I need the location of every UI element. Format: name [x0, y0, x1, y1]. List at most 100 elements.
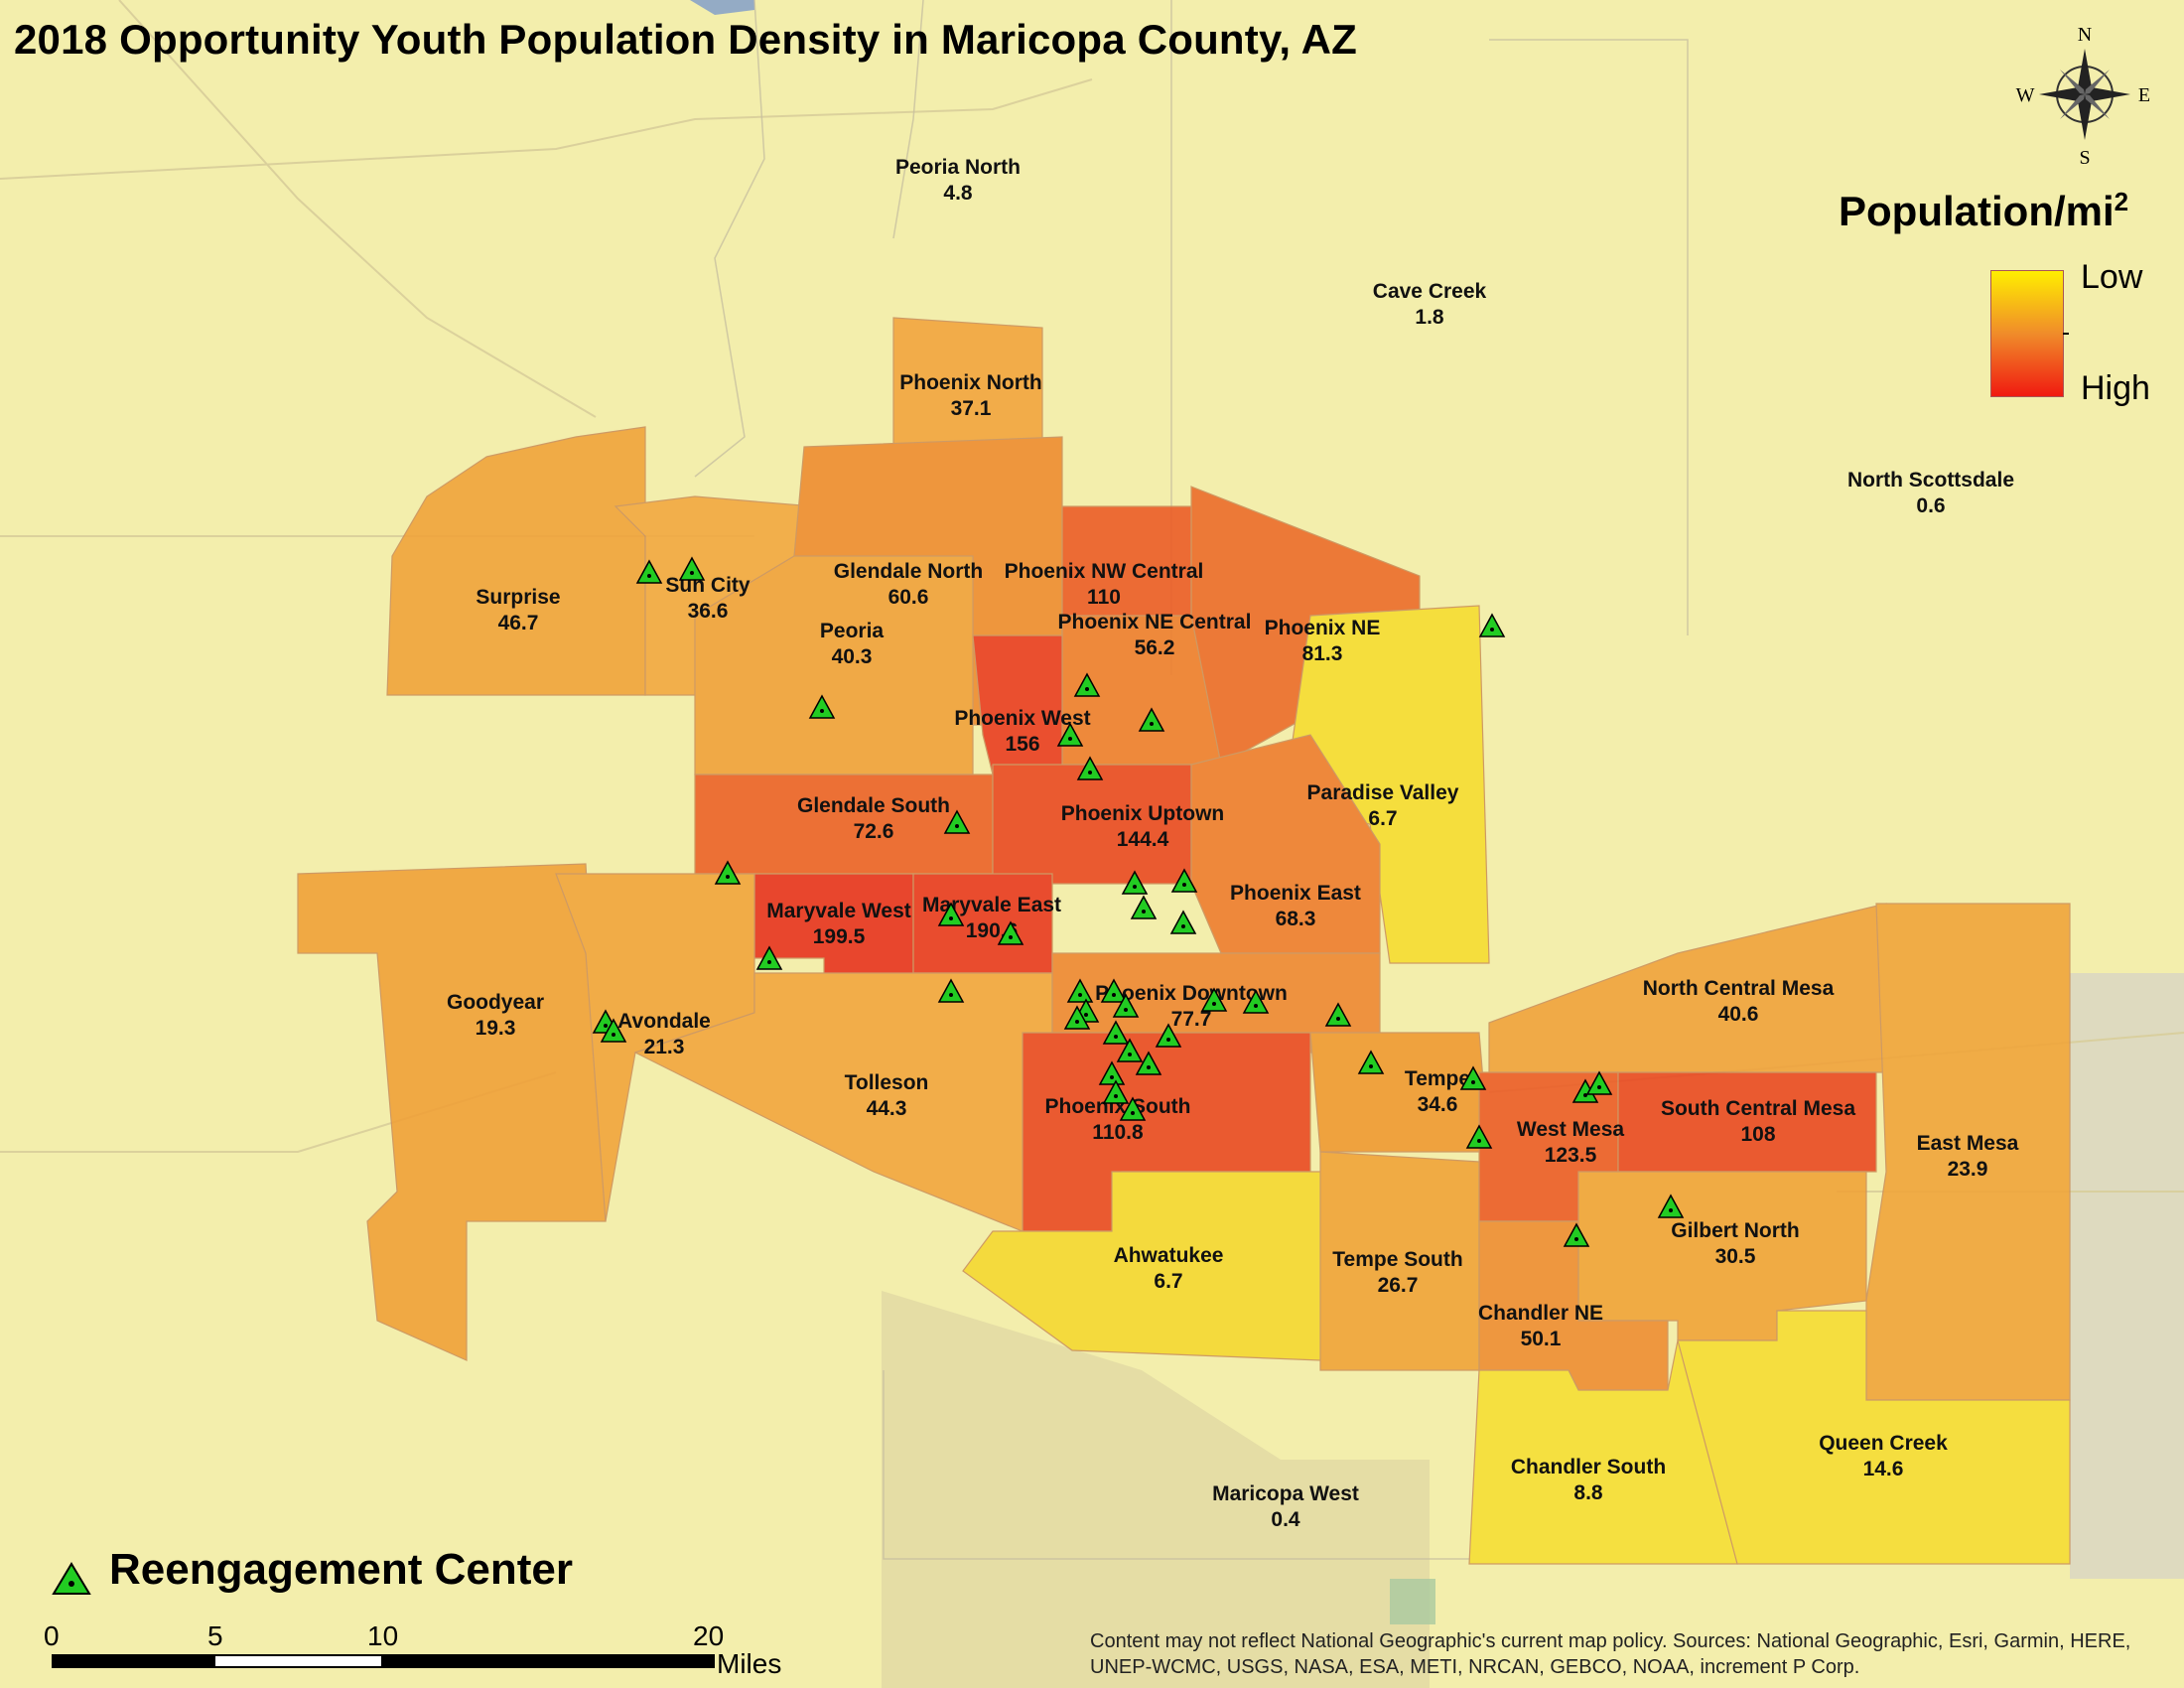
reengagement-center-marker[interactable] [1657, 1194, 1685, 1218]
region-glendale-south[interactable] [694, 774, 994, 875]
reengagement-center-triangle [997, 920, 1024, 945]
region-queen-creek[interactable] [1677, 1310, 2071, 1565]
reengagement-center-marker[interactable] [714, 860, 742, 885]
reengagement-center-marker[interactable] [1121, 870, 1149, 895]
reengagement-center-marker[interactable] [1119, 1096, 1147, 1121]
reengagement-center-triangle [600, 1018, 627, 1043]
reengagement-center-marker[interactable] [600, 1018, 627, 1043]
reengagement-center-marker[interactable] [1357, 1050, 1385, 1074]
reengagement-center-dot [1133, 885, 1137, 889]
reengagement-center-dot [1150, 722, 1154, 726]
compass-rose: N S E W [2016, 24, 2151, 169]
reengagement-center-dot [1477, 1139, 1481, 1143]
reengagement-center-dot [1128, 1053, 1132, 1056]
region-tempe[interactable] [1309, 1032, 1490, 1153]
reengagement-center-marker[interactable] [1155, 1023, 1182, 1048]
legend-high-label: High [2081, 369, 2150, 407]
reengagement-center-marker[interactable] [1585, 1070, 1613, 1095]
region-value-phoenix-west: 156 [1005, 733, 1039, 756]
reengagement-center-marker[interactable] [1135, 1051, 1162, 1075]
reengagement-center-marker[interactable] [1063, 1005, 1091, 1030]
region-label-gilbert-north: Gilbert North [1671, 1219, 1800, 1242]
region-label-phoenix-east: Phoenix East [1230, 882, 1361, 905]
reengagement-center-triangle [1138, 707, 1165, 732]
region-value-phoenix-downtown: 77.7 [1171, 1008, 1212, 1031]
region-label-phoenix-nw-central: Phoenix NW Central [1005, 560, 1204, 583]
reengagement-center-marker[interactable] [678, 556, 706, 581]
reengagement-center-marker[interactable] [1170, 868, 1198, 893]
reengagement-center-marker[interactable] [1200, 987, 1228, 1012]
reengagement-center-marker[interactable] [755, 945, 783, 970]
reengagement-center-marker[interactable] [1478, 613, 1506, 637]
reengagement-center-marker[interactable] [635, 559, 663, 584]
region-label-maryvale-east: Maryvale East [922, 894, 1061, 916]
reengagement-center-marker[interactable] [937, 902, 965, 926]
reengagement-center-triangle [1459, 1065, 1487, 1090]
reengagement-center-dot [1131, 1111, 1135, 1115]
region-label-paradise-valley: Paradise Valley [1307, 781, 1459, 804]
reengagement-center-triangle [1112, 993, 1140, 1018]
region-value-sun-city: 36.6 [688, 600, 729, 623]
attribution-text: Content may not reflect National Geograp… [1090, 1630, 2131, 1678]
reengagement-center-marker[interactable] [1169, 910, 1197, 934]
region-label-phoenix-uptown: Phoenix Uptown [1061, 802, 1225, 825]
region-label-chandler-ne: Chandler NE [1478, 1302, 1603, 1325]
reengagement-center-marker[interactable] [937, 978, 965, 1003]
reengagement-center-marker[interactable] [1116, 1038, 1144, 1062]
reengagement-center-triangle [808, 694, 836, 719]
region-value-chandler-ne: 50.1 [1521, 1328, 1562, 1350]
region-surprise[interactable] [386, 426, 646, 696]
legend-title-text: Population/mi [1839, 188, 2115, 234]
reengagement-center-marker[interactable] [1066, 978, 1094, 1003]
reengagement-center-triangle [1056, 722, 1084, 747]
reengagement-center-dot [1114, 1035, 1118, 1039]
reengagement-center-marker[interactable] [1465, 1124, 1493, 1149]
reengagement-center-dot [1669, 1208, 1673, 1212]
reengagement-center-marker[interactable] [1102, 1079, 1130, 1104]
reengagement-center-marker[interactable] [1563, 1222, 1590, 1247]
reengagement-center-dot [1085, 687, 1089, 691]
reengagement-center-marker[interactable] [1073, 672, 1101, 697]
reengagement-center-dot [1088, 771, 1092, 774]
reengagement-center-marker[interactable] [997, 920, 1024, 945]
reengagement-center-marker[interactable] [1076, 756, 1104, 780]
region-value-peoria: 40.3 [832, 645, 873, 668]
region-value-queen-creek: 14.6 [1863, 1458, 1904, 1480]
reengagement-center-marker[interactable] [943, 809, 971, 834]
scale-tick-20: 20 [693, 1620, 725, 1651]
compass-n: N [2078, 24, 2092, 46]
reengagement-center-marker[interactable] [1056, 722, 1084, 747]
reengagement-center-marker[interactable] [1138, 707, 1165, 732]
reengagement-center-triangle [714, 860, 742, 885]
region-south-central-mesa[interactable] [1617, 1071, 1877, 1173]
reengagement-center-dot [1110, 1075, 1114, 1079]
reengagement-center-dot [1181, 924, 1185, 928]
reengagement-center-dot [1336, 1017, 1340, 1021]
region-value-peoria-north: 4.8 [943, 182, 973, 205]
reengagement-center-marker[interactable] [1112, 993, 1140, 1018]
region-label-glendale-north: Glendale North [834, 560, 984, 583]
region-label-east-mesa: East Mesa [1917, 1132, 2019, 1155]
reengagement-center-triangle [1242, 989, 1270, 1014]
region-value-ahwatukee: 6.7 [1154, 1270, 1182, 1293]
reengagement-center-dot [1166, 1038, 1170, 1042]
reengagement-center-triangle [1169, 910, 1197, 934]
reengagement-center-triangle [1098, 1060, 1126, 1085]
reengagement-center-marker[interactable] [1098, 1060, 1126, 1085]
reengagement-center-dot [1597, 1085, 1601, 1089]
reengagement-center-marker[interactable] [808, 694, 836, 719]
reengagement-center-triangle [1116, 1038, 1144, 1062]
reengagement-center-triangle [1066, 978, 1094, 1003]
reengagement-center-marker[interactable] [1130, 895, 1158, 919]
reengagement-center-marker[interactable] [1324, 1002, 1352, 1027]
region-value-glendale-north: 60.6 [888, 586, 929, 609]
reengagement-center-marker[interactable] [1100, 978, 1128, 1003]
region-value-east-mesa: 23.9 [1948, 1158, 1988, 1181]
reengagement-center-marker[interactable] [1242, 989, 1270, 1014]
region-value-south-central-mesa: 108 [1740, 1123, 1775, 1146]
reengagement-center-marker[interactable] [1459, 1065, 1487, 1090]
region-label-north-scottsdale: North Scottsdale [1847, 469, 2014, 492]
region-value-maryvale-west: 199.5 [813, 925, 866, 948]
reengagement-center-marker[interactable] [1102, 1020, 1130, 1045]
reengagement-center-triangle [1130, 895, 1158, 919]
